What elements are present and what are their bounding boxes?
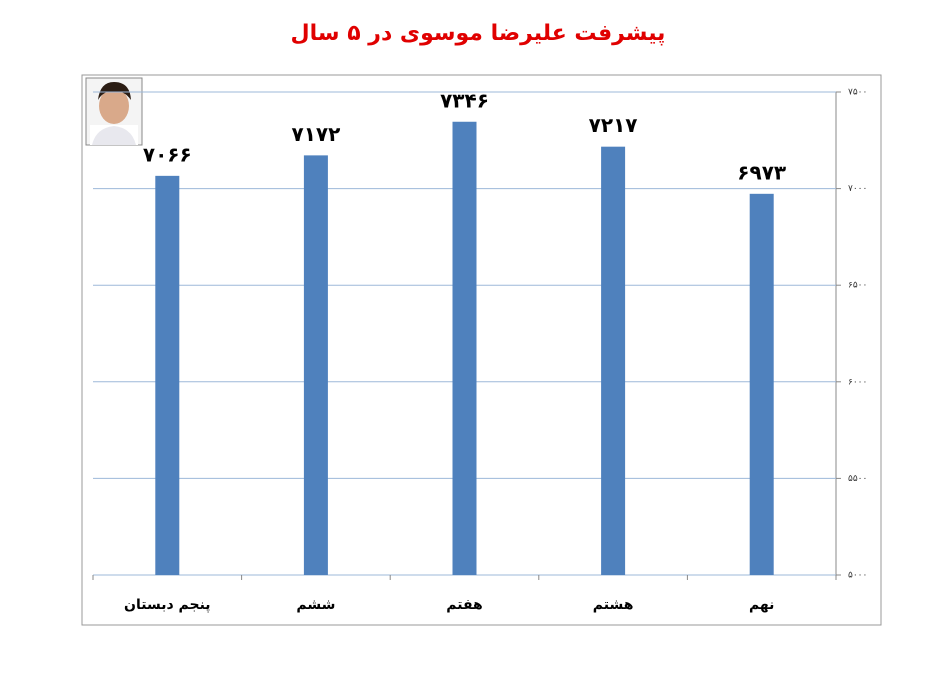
y-tick-label: ۷۰۰۰ bbox=[848, 184, 867, 194]
y-tick-label: ۶۰۰۰ bbox=[848, 377, 867, 387]
chart-title: پیشرفت علیرضا موسوی در ۵ سال bbox=[291, 21, 666, 46]
y-tick-label: ۵۰۰۰ bbox=[848, 571, 867, 581]
value-label: ۶۹۷۳ bbox=[737, 160, 786, 184]
x-tick-label: هشتم bbox=[593, 597, 634, 613]
value-label: ۷۲۱۷ bbox=[589, 113, 638, 137]
bar bbox=[749, 193, 774, 575]
x-tick-label: نهم bbox=[749, 597, 774, 613]
bar bbox=[601, 146, 626, 575]
value-label: ۷۱۷۲ bbox=[291, 122, 340, 146]
chart-frame bbox=[81, 74, 882, 626]
bar bbox=[155, 175, 180, 575]
bar bbox=[452, 121, 477, 575]
y-tick-label: ۶۵۰۰ bbox=[848, 281, 867, 291]
value-label: ۷۳۴۶ bbox=[440, 88, 489, 112]
y-tick-label: ۵۵۰۰ bbox=[848, 474, 867, 484]
value-label: ۷۰۶۶ bbox=[143, 142, 192, 166]
y-tick-label: ۷۵۰۰ bbox=[848, 88, 867, 98]
bar bbox=[303, 155, 328, 575]
x-tick-label: هفتم bbox=[446, 597, 482, 613]
x-tick-label: پنجم دبستان bbox=[124, 597, 211, 613]
photo bbox=[85, 77, 143, 146]
x-tick-label: ششم bbox=[296, 597, 335, 613]
